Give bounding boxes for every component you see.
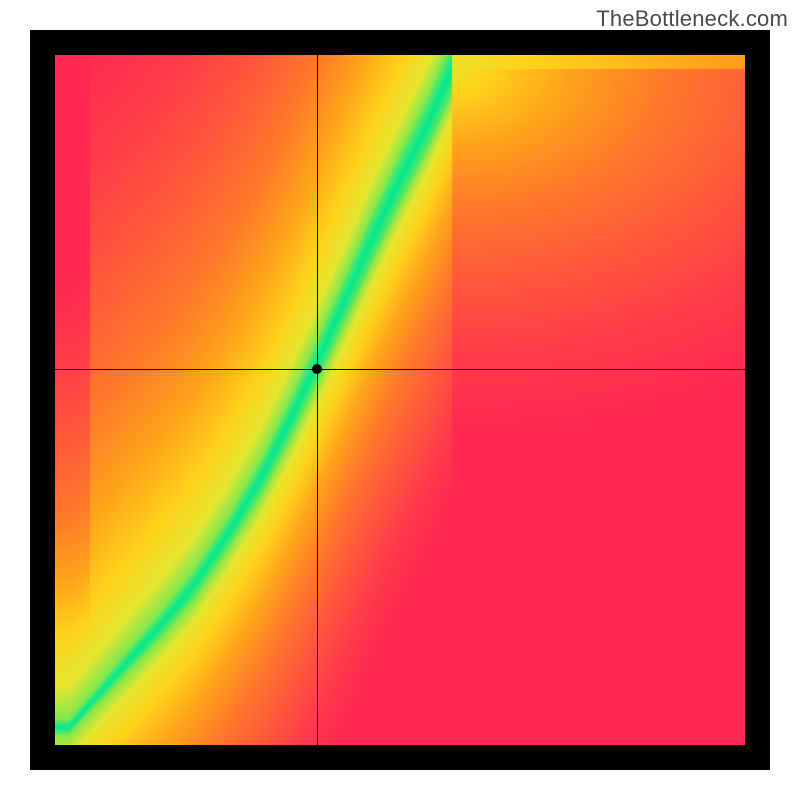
crosshair-horizontal [55, 369, 745, 370]
chart-container: TheBottleneck.com [0, 0, 800, 800]
chart-frame [30, 30, 770, 770]
crosshair-vertical [317, 55, 318, 745]
watermark-text: TheBottleneck.com [596, 6, 788, 32]
crosshair-marker [312, 364, 322, 374]
heatmap-canvas [55, 55, 745, 745]
